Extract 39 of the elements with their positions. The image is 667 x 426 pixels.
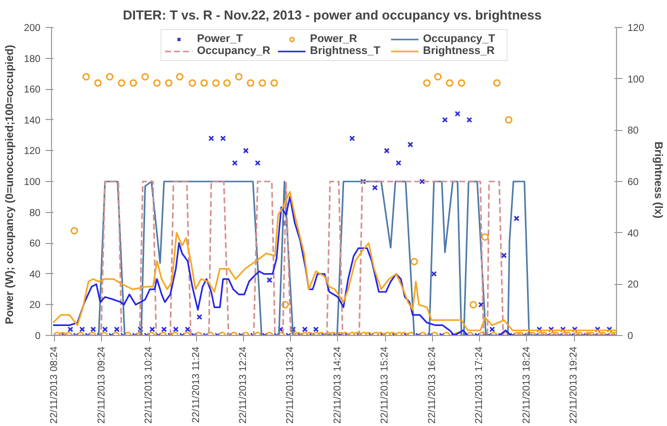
y2-tick-label: 60: [628, 177, 640, 188]
y-tick-label: 120: [24, 146, 41, 158]
y-tick-label: 0: [34, 331, 41, 342]
y-tick-label: 60: [29, 238, 41, 250]
x-tick-label: 22/11/2013 18:24: [521, 346, 532, 424]
legend-label: Occupancy_T: [423, 33, 496, 45]
x-tick-label: 22/11/2013 17:24: [474, 346, 486, 424]
y-tick-label: 100: [24, 177, 41, 188]
y2-tick-label: 120: [628, 23, 645, 34]
x-tick-label: 22/11/2013 16:24: [426, 346, 438, 424]
y2-tick-label: 100: [628, 74, 645, 86]
x-tick-label: 22/11/2013 12:24: [238, 346, 250, 424]
y2-tick-label: 20: [628, 280, 640, 291]
y-tick-label: 80: [29, 208, 41, 219]
y-tick-label: 40: [29, 269, 41, 280]
y-tick-label: 20: [29, 300, 41, 312]
x-tick-label: 22/11/2013 15:24: [380, 346, 391, 424]
y2-tick-label: 80: [628, 126, 640, 137]
y-axis-title: Power (W); occupancy (0=unoccupied;100=occupied): [4, 44, 16, 324]
legend-label: Occupancy_R: [197, 45, 272, 57]
x-tick-label: 22/11/2013 09:24: [96, 346, 108, 424]
x-tick-label: 22/11/2013 19:24: [568, 346, 580, 424]
chart-title: DITER: T vs. R - Nov.22, 2013 - power and occupancy vs. brightness: [122, 8, 542, 22]
y-tick-label: 160: [24, 84, 41, 96]
y-tick-label: 200: [24, 23, 41, 34]
x-tick-label: 22/11/2013 10:24: [144, 346, 155, 424]
x-tick-label: 22/11/2013 13:24: [285, 346, 296, 424]
y2-axis-title: Brightness (lx): [652, 141, 664, 219]
legend-label: Power_R: [310, 33, 358, 45]
legend-label: Brightness_T: [310, 45, 382, 57]
x-tick-label: 22/11/2013 11:24: [190, 346, 202, 423]
x-tick-label: 22/11/2013 08:24: [49, 346, 60, 424]
y2-tick-label: 40: [628, 228, 640, 240]
x-tick-label: 22/11/2013 14:24: [332, 346, 344, 424]
y2-tick-label: 0: [628, 331, 634, 342]
y-tick-label: 180: [24, 54, 41, 65]
legend-label: Brightness_R: [423, 45, 496, 57]
y-tick-label: 140: [24, 115, 41, 126]
legend-label: Power_T: [197, 33, 244, 45]
